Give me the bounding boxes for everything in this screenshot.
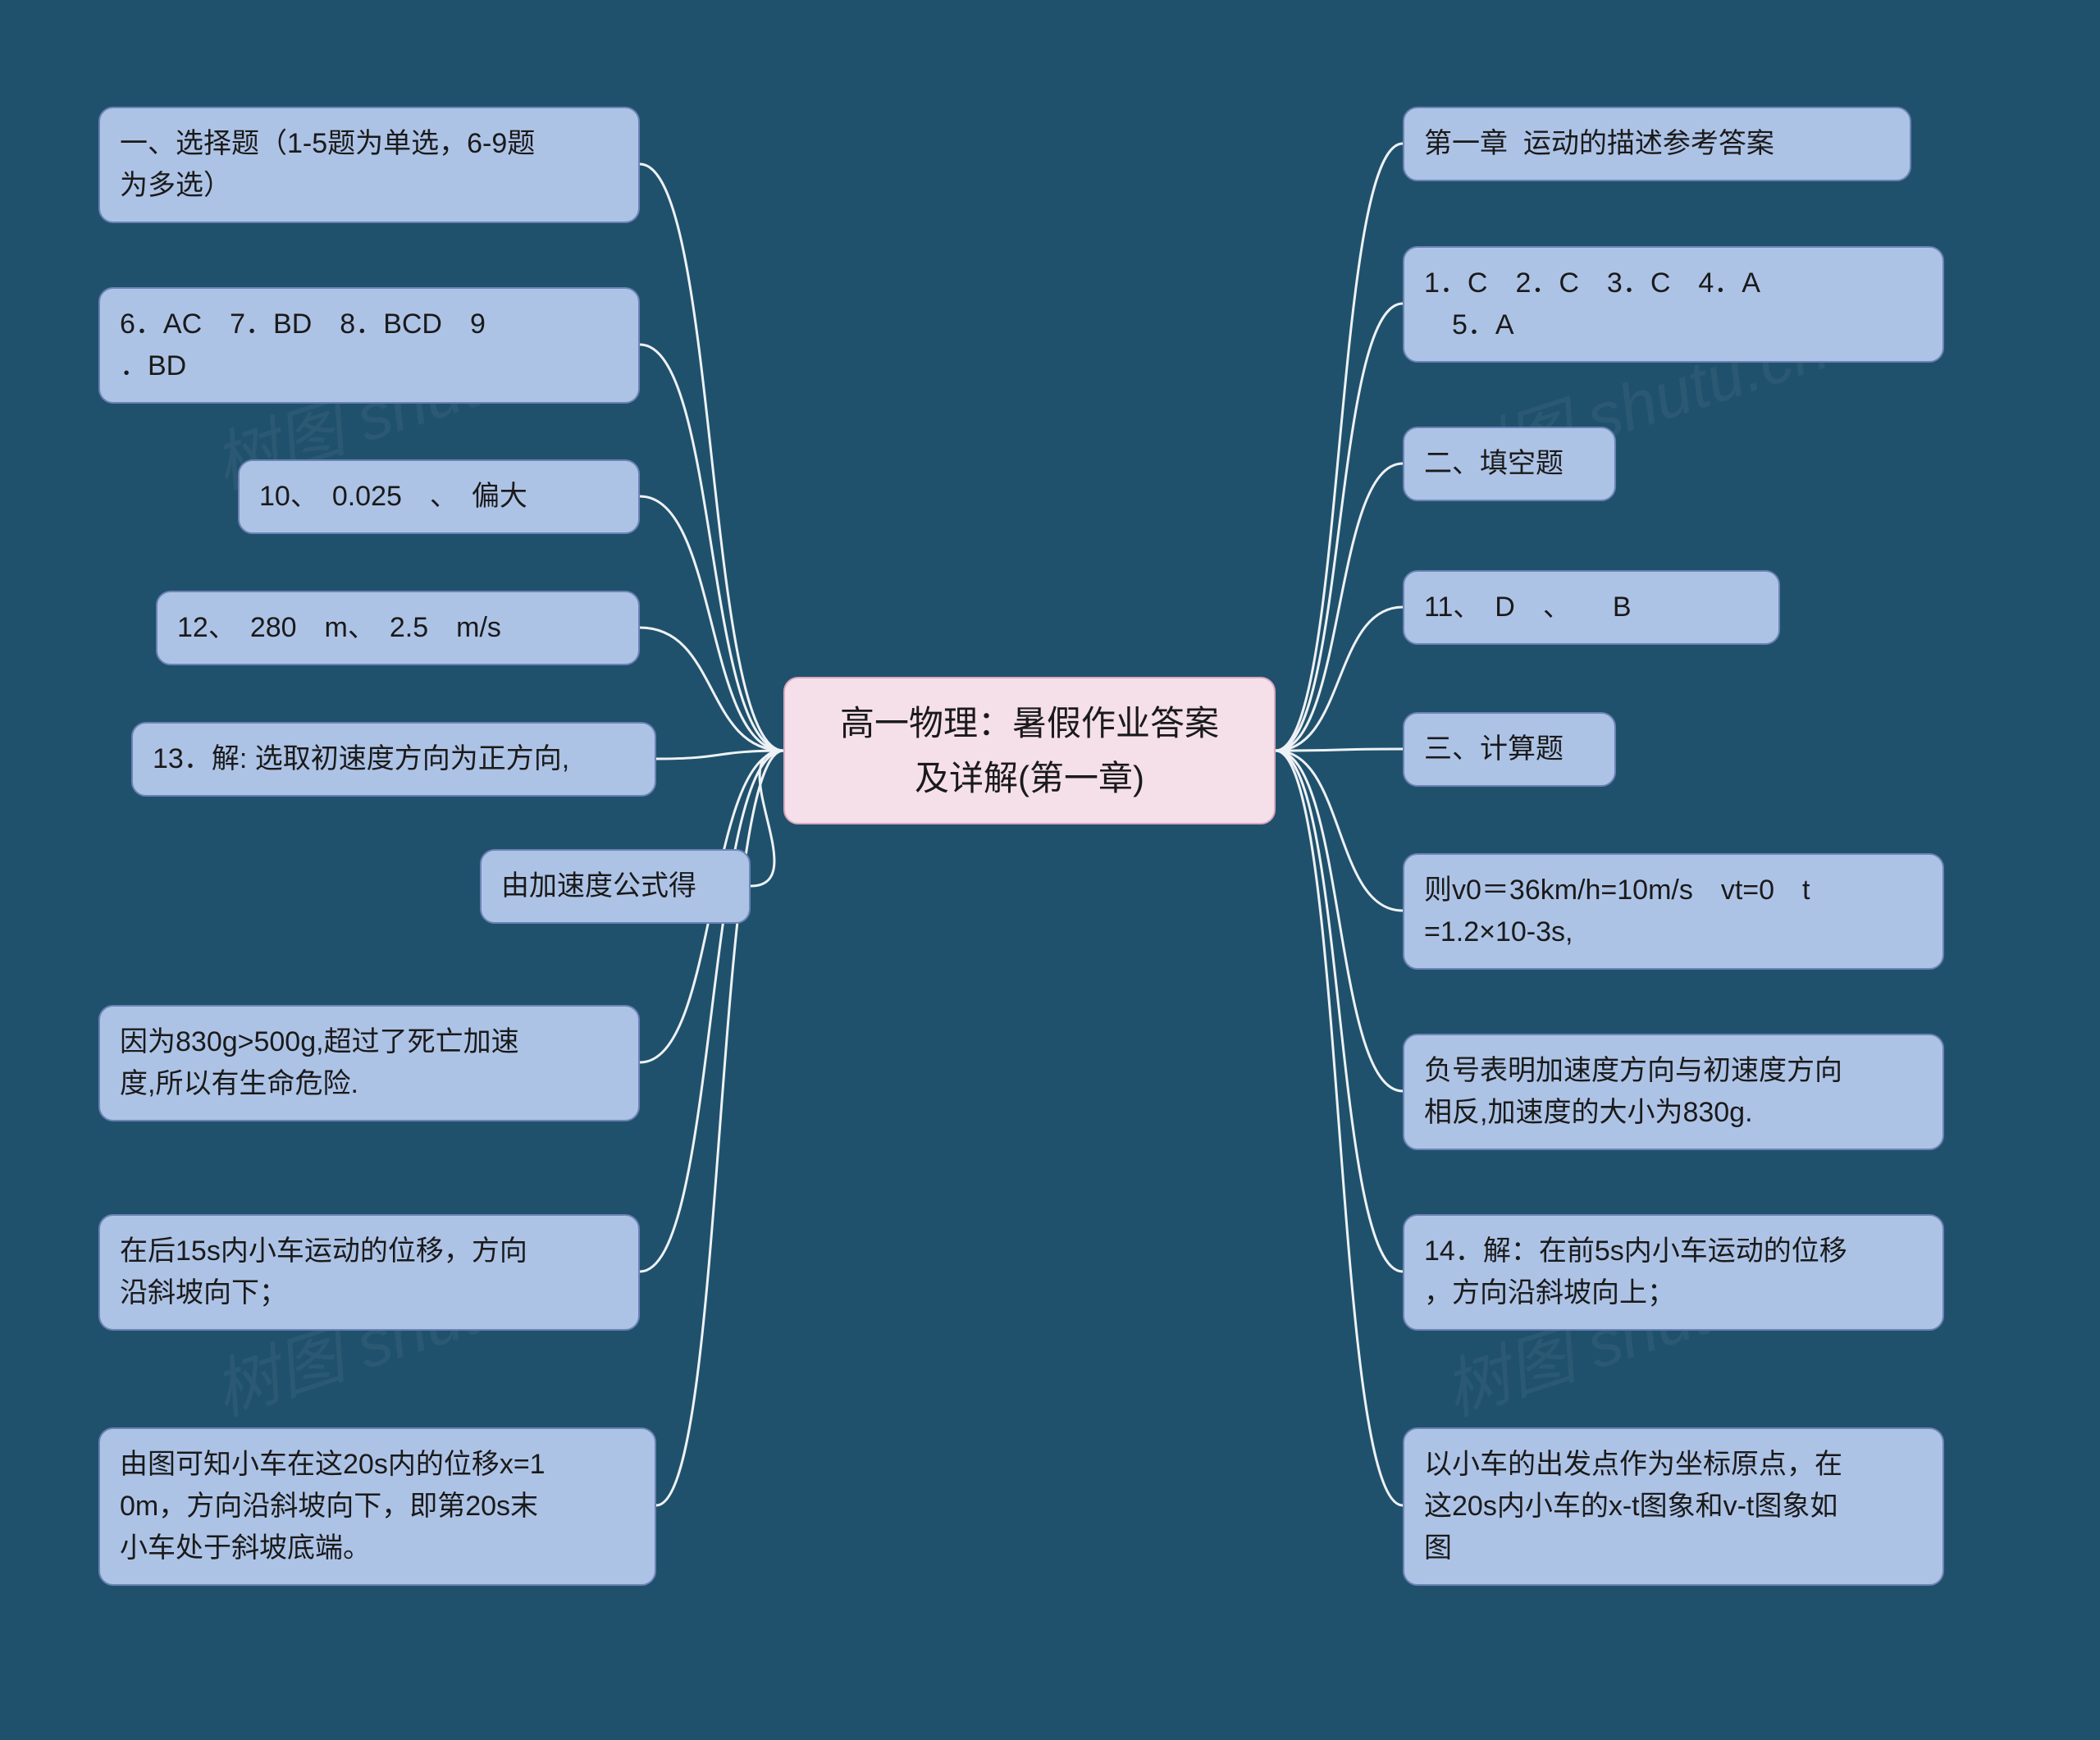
branch-node: 1．C 2．C 3．C 4．A 5．A (1403, 246, 1944, 363)
branch-node: 由图可知小车在这20s内的位移x=1 0m，方向沿斜坡向下，即第20s末 小车处… (98, 1427, 656, 1586)
branch-node: 第一章 运动的描述参考答案 (1403, 107, 1911, 181)
branch-node: 以小车的出发点作为坐标原点，在 这20s内小车的x-t图象和v-t图象如 图 (1403, 1427, 1944, 1586)
branch-node: 由加速度公式得 (480, 849, 751, 924)
branch-node: 一、选择题（1-5题为单选，6-9题 为多选） (98, 107, 640, 223)
branch-node: 6．AC 7．BD 8．BCD 9 ．BD (98, 287, 640, 404)
branch-node: 14．解：在前5s内小车运动的位移 ，方向沿斜坡向上； (1403, 1214, 1944, 1331)
branch-node: 在后15s内小车运动的位移，方向 沿斜坡向下； (98, 1214, 640, 1331)
mindmap-canvas: 树图 shutu.cn 树图 shutu.cn 树图 shutu.cn 树图 s… (0, 0, 2100, 1740)
branch-node: 则v0＝36km/h=10m/s vt=0 t =1.2×10-3s, (1403, 853, 1944, 970)
branch-node: 负号表明加速度方向与初速度方向 相反,加速度的大小为830g. (1403, 1034, 1944, 1150)
branch-node: 13．解: 选取初速度方向为正方向, (131, 722, 656, 797)
branch-node: 三、计算题 (1403, 712, 1616, 787)
branch-node: 二、填空题 (1403, 427, 1616, 501)
branch-node: 10、 0.025 、 偏大 (238, 459, 640, 534)
branch-node: 11、 D 、 B (1403, 570, 1780, 645)
branch-node: 因为830g>500g,超过了死亡加速 度,所以有生命危险. (98, 1005, 640, 1121)
center-node: 高一物理：暑假作业答案 及详解(第一章) (783, 677, 1276, 824)
branch-node: 12、 280 m、 2.5 m/s (156, 591, 640, 665)
